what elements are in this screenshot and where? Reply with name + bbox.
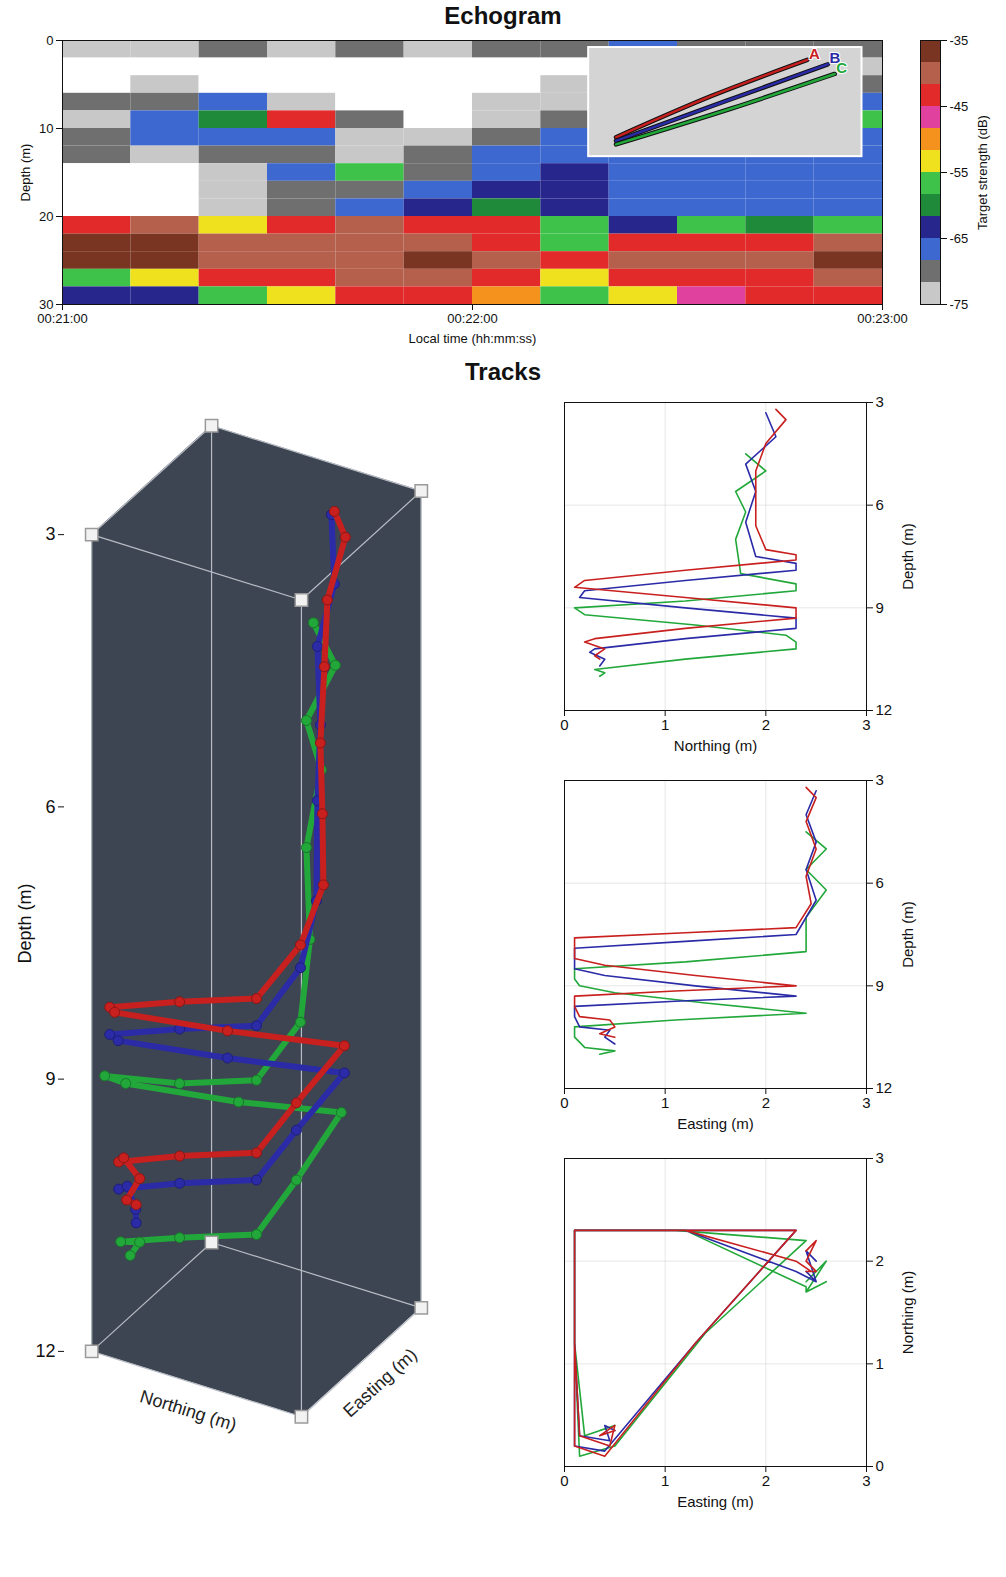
svg-text:12: 12 bbox=[35, 1341, 55, 1361]
svg-text:12: 12 bbox=[876, 701, 893, 718]
svg-text:3: 3 bbox=[876, 393, 884, 410]
svg-text:0: 0 bbox=[560, 1472, 568, 1489]
svg-text:1: 1 bbox=[661, 1472, 669, 1489]
svg-text:3: 3 bbox=[876, 771, 884, 788]
svg-text:-65: -65 bbox=[950, 231, 969, 246]
svg-text:30: 30 bbox=[39, 297, 53, 312]
svg-text:3: 3 bbox=[45, 524, 55, 544]
svg-text:6: 6 bbox=[876, 496, 884, 513]
svg-text:B: B bbox=[829, 49, 841, 67]
svg-text:1: 1 bbox=[876, 1355, 884, 1372]
svg-text:Northing (m): Northing (m) bbox=[674, 737, 757, 754]
svg-text:Depth (m): Depth (m) bbox=[18, 144, 33, 202]
svg-text:10: 10 bbox=[39, 121, 53, 136]
svg-text:Depth (m): Depth (m) bbox=[15, 883, 35, 963]
svg-text:A: A bbox=[809, 45, 820, 62]
svg-text:2: 2 bbox=[762, 716, 770, 733]
svg-text:6: 6 bbox=[876, 874, 884, 891]
svg-text:6: 6 bbox=[45, 797, 55, 817]
svg-text:-75: -75 bbox=[950, 297, 969, 312]
svg-text:9: 9 bbox=[876, 977, 884, 994]
svg-text:0: 0 bbox=[46, 33, 53, 48]
svg-text:0: 0 bbox=[560, 716, 568, 733]
svg-text:Target strength (dB): Target strength (dB) bbox=[975, 115, 990, 230]
svg-text:Depth (m): Depth (m) bbox=[899, 901, 916, 968]
svg-text:9: 9 bbox=[45, 1069, 55, 1089]
svg-text:00:23:00: 00:23:00 bbox=[857, 311, 908, 326]
svg-text:Easting (m): Easting (m) bbox=[677, 1493, 754, 1510]
svg-text:Depth (m): Depth (m) bbox=[899, 523, 916, 590]
svg-text:00:21:00: 00:21:00 bbox=[37, 311, 88, 326]
svg-text:1: 1 bbox=[661, 1094, 669, 1111]
svg-text:3: 3 bbox=[862, 716, 870, 733]
svg-text:2: 2 bbox=[876, 1252, 884, 1269]
svg-text:3: 3 bbox=[876, 1149, 884, 1166]
svg-text:-55: -55 bbox=[950, 165, 969, 180]
svg-text:-35: -35 bbox=[950, 33, 969, 48]
svg-text:Easting (m): Easting (m) bbox=[677, 1115, 754, 1132]
svg-text:0: 0 bbox=[560, 1094, 568, 1111]
svg-text:20: 20 bbox=[39, 209, 53, 224]
svg-text:0: 0 bbox=[876, 1457, 884, 1474]
svg-text:9: 9 bbox=[876, 599, 884, 616]
svg-text:Local time (hh:mm:ss): Local time (hh:mm:ss) bbox=[409, 331, 537, 346]
svg-text:1: 1 bbox=[661, 716, 669, 733]
svg-text:-45: -45 bbox=[950, 99, 969, 114]
svg-text:Easting (m): Easting (m) bbox=[339, 1344, 421, 1421]
svg-text:00:22:00: 00:22:00 bbox=[447, 311, 498, 326]
svg-text:3: 3 bbox=[862, 1472, 870, 1489]
svg-text:2: 2 bbox=[762, 1472, 770, 1489]
svg-text:Northing (m): Northing (m) bbox=[899, 1271, 916, 1354]
svg-text:2: 2 bbox=[762, 1094, 770, 1111]
svg-text:3: 3 bbox=[862, 1094, 870, 1111]
svg-text:Northing (m): Northing (m) bbox=[138, 1386, 239, 1435]
html-text:Tracks: Tracks bbox=[465, 358, 541, 385]
svg-text:C: C bbox=[836, 59, 847, 76]
html-text:Echogram: Echogram bbox=[444, 2, 562, 29]
svg-text:12: 12 bbox=[876, 1079, 893, 1096]
